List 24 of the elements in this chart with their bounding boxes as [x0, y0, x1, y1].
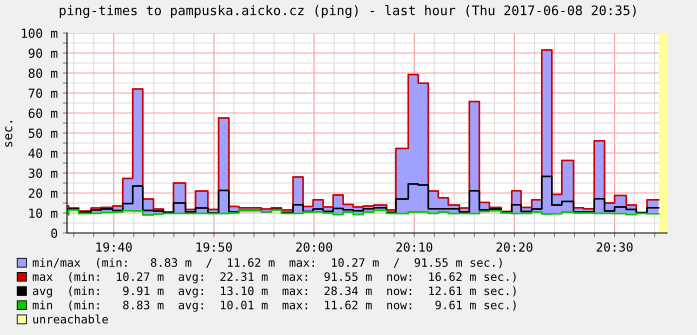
legend-label: max (min: 10.27 m avg: 22.31 m max: 91.55 m now: 16.62 m sec.) — [32, 272, 516, 284]
legend-label: min/max (min: 8.83 m / 11.62 m max: 10.27 m / 91.55 m sec.) — [32, 258, 502, 268]
y-axis-title: sec. — [5, 120, 12, 147]
x-tick-label: 20:00 — [296, 242, 332, 252]
y-tick-label: 0 — [51, 228, 58, 238]
legend-label: min (min: 8.83 m avg: 10.01 m max: 11.62 m now: 9.61 m sec.) — [32, 300, 516, 312]
y-tick-label: 60 m — [28, 108, 58, 118]
y-tick-label: 100 m — [22, 28, 58, 38]
chart-title: ping-times to pampuska.aicko.cz (ping) - last hour (Thu 2017-06-08 20:35) — [60, 5, 636, 18]
x-tick-label: 20:30 — [596, 242, 633, 252]
legend-label: unreachable — [33, 314, 108, 324]
y-tick-label: 30 m — [28, 168, 58, 178]
x-tick-label: 19:40 — [96, 242, 132, 252]
y-tick-label: 10 m — [29, 208, 58, 218]
y-tick-label: 70 m — [28, 88, 58, 98]
x-tick-label: 20:10 — [396, 242, 432, 252]
x-tick-label: 20:20 — [496, 242, 532, 252]
y-tick-label: 40 m — [28, 148, 58, 158]
y-tick-label: 90 m — [28, 48, 58, 58]
y-tick-label: 20 m — [28, 188, 58, 198]
legend-label: avg (min: 9.91 m avg: 13.10 m max: 28.34 m now: 12.61 m sec.) — [32, 286, 516, 298]
x-tick-label: 19:50 — [196, 242, 232, 252]
y-tick-label: 80 m — [28, 68, 58, 78]
y-tick-label: 50 m — [28, 128, 58, 138]
